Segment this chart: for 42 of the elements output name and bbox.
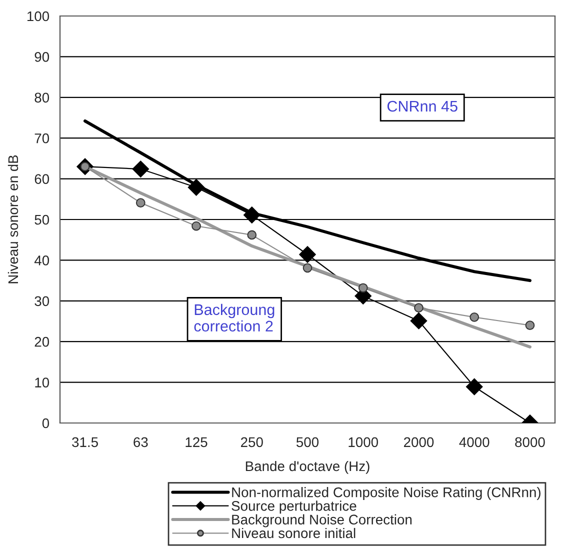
point bbox=[466, 378, 483, 396]
legend-label: Background Noise Correction bbox=[232, 514, 412, 528]
point bbox=[136, 198, 146, 208]
annotation: CNRnn 45 bbox=[387, 100, 458, 112]
x-tick-label: 125 bbox=[186, 437, 208, 448]
x-tick-label: 63 bbox=[134, 437, 148, 448]
x-tick-label: 500 bbox=[296, 437, 319, 448]
y-tick-label: 10 bbox=[35, 378, 50, 388]
point bbox=[414, 303, 424, 313]
x-tick-label: 250 bbox=[240, 437, 263, 448]
point bbox=[302, 263, 312, 273]
y-tick-label: 90 bbox=[34, 52, 50, 62]
legend-label: Source perturbatrice bbox=[232, 500, 356, 514]
y-tick-label: 50 bbox=[34, 214, 50, 225]
annotation: Backgroung correction 2 bbox=[194, 304, 274, 332]
x-tick-label: 2000 bbox=[404, 437, 434, 448]
point bbox=[299, 246, 316, 263]
x-tick-label: 8000 bbox=[515, 437, 545, 448]
point bbox=[247, 230, 257, 240]
y-tick-label: 30 bbox=[34, 296, 50, 306]
y-tick-label: 40 bbox=[34, 256, 50, 266]
point bbox=[244, 206, 260, 224]
point bbox=[410, 312, 428, 330]
point bbox=[132, 160, 150, 178]
x-tick-label: 1000 bbox=[348, 437, 378, 448]
point bbox=[188, 178, 205, 196]
point bbox=[470, 312, 480, 322]
point bbox=[358, 283, 368, 293]
y-tick-label: 60 bbox=[34, 174, 50, 184]
y-tick-label: 0 bbox=[42, 418, 50, 428]
x-axis-title: Bande d'octave (Hz) bbox=[246, 460, 370, 474]
point bbox=[192, 221, 201, 231]
x-tick-label: 4000 bbox=[459, 437, 490, 448]
y-tick-label: 70 bbox=[34, 133, 50, 144]
legend-label: Niveau sonore initial bbox=[232, 528, 356, 538]
y-tick-label: 100 bbox=[27, 11, 50, 22]
y-tick-label: 80 bbox=[34, 92, 50, 103]
x-tick-label: 31.5 bbox=[72, 437, 98, 448]
point bbox=[525, 320, 535, 330]
y-axis-title: Niveau sonore en dB bbox=[8, 155, 18, 284]
y-tick-label: 20 bbox=[34, 336, 50, 347]
legend-label: Non-normalized Composite Noise Rating (CNRnn) bbox=[232, 487, 540, 500]
